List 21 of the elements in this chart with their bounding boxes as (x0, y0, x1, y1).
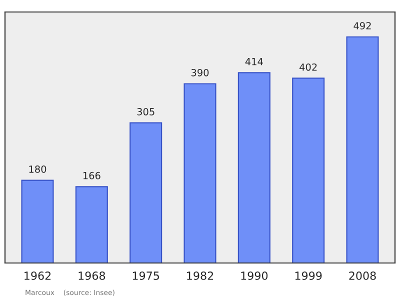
x-tick-label: 1968 (78, 272, 106, 280)
data-label: 492 (354, 22, 371, 30)
bar (75, 186, 108, 263)
x-tick-label: 1975 (132, 272, 159, 280)
bar (346, 36, 379, 263)
data-label: 414 (245, 58, 263, 66)
data-label: 166 (83, 172, 100, 180)
data-label: 305 (137, 108, 154, 116)
x-tick-label: 1982 (187, 272, 214, 280)
x-tick-label: 1999 (295, 272, 322, 280)
x-tick-label: 2008 (349, 272, 376, 280)
data-label: 390 (191, 68, 209, 76)
x-tick-label: 1962 (24, 272, 51, 280)
bar (238, 72, 270, 263)
x-tick-label: 1990 (241, 272, 268, 280)
data-label: 180 (29, 165, 46, 173)
data-label: 402 (300, 63, 317, 71)
bar (184, 83, 216, 263)
bar (130, 122, 162, 263)
bar (292, 78, 325, 263)
bar (21, 180, 54, 263)
